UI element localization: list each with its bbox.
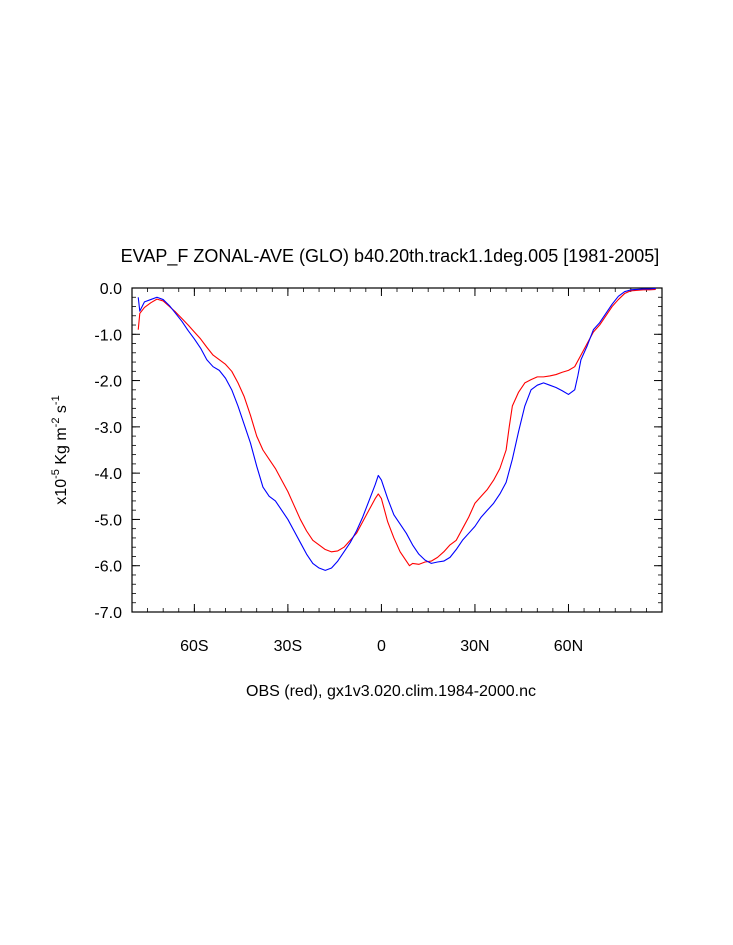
y-tick-label: -6.0 <box>94 559 122 576</box>
series-line-1 <box>137 287 656 571</box>
x-tick-label: 60N <box>554 638 583 655</box>
series-line-0 <box>137 288 656 567</box>
plot-frame <box>131 287 663 613</box>
y-tick-label: -4.0 <box>94 466 122 483</box>
y-label-exp1: -5 <box>50 469 62 479</box>
x-tick-label: 0 <box>377 638 386 655</box>
y-tick-label: -2.0 <box>94 374 122 391</box>
y-label-unit2: s <box>53 405 70 417</box>
y-label-unit1: Kg m <box>53 427 70 469</box>
y-tick-label: 0.0 <box>100 281 122 298</box>
y-label-exp3: -1 <box>50 395 62 405</box>
x-tick-label: 60S <box>180 638 208 655</box>
y-axis: 0.0 -1.0 -2.0 -3.0 -4.0 -5.0 -6.0 -7.0 <box>94 281 662 622</box>
y-axis-label: x10-5 Kg m-2 s-1 <box>50 395 70 504</box>
x-axis-label: OBS (red), gx1v3.020.clim.1984-2000.nc <box>246 683 536 700</box>
x-tick-label: 30S <box>274 638 302 655</box>
y-tick-label: -1.0 <box>94 327 122 344</box>
y-label-exp2: -2 <box>50 418 62 428</box>
y-label-base: x10 <box>53 479 70 505</box>
x-axis: 60S 30S 0 30N 60N <box>131 288 663 655</box>
y-tick-label: -5.0 <box>94 512 122 529</box>
y-tick-label: -3.0 <box>94 420 122 437</box>
series-layer <box>137 287 656 571</box>
chart-title: EVAP_F ZONAL-AVE (GLO) b40.20th.track1.1… <box>121 246 660 267</box>
y-tick-label: -7.0 <box>94 605 122 622</box>
x-tick-label: 30N <box>460 638 489 655</box>
